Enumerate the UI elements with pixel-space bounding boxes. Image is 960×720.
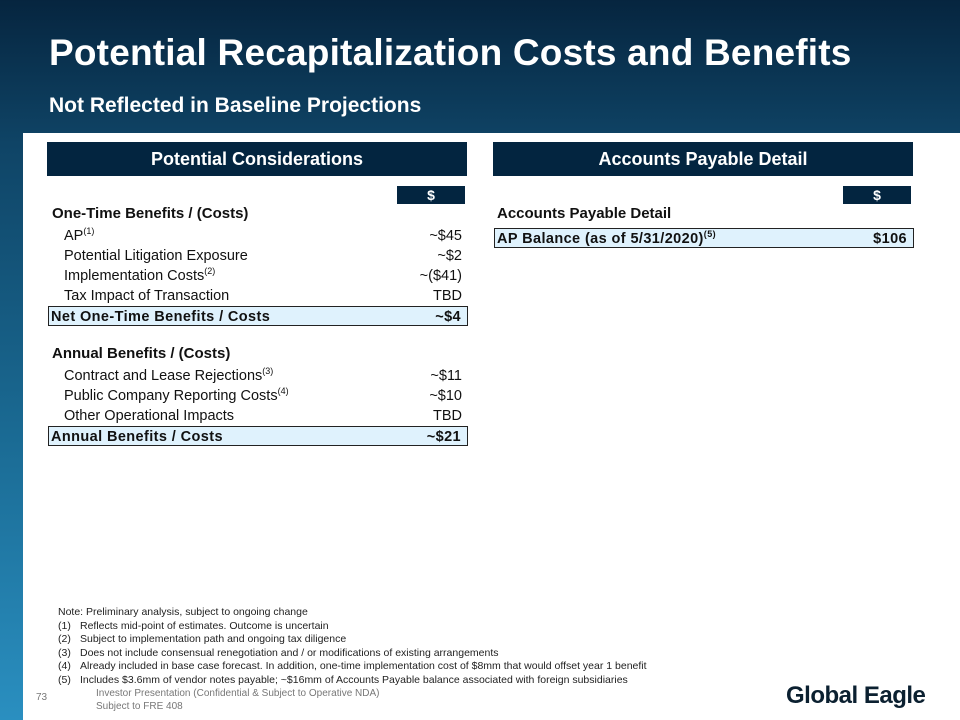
- row-label: Contract and Lease Rejections: [64, 368, 263, 384]
- page-number: 73: [36, 692, 48, 703]
- footnote: (2) Subject to implementation path and on…: [58, 633, 647, 647]
- total-row-one-time: Net One-Time Benefits / Costs ~$4: [48, 306, 468, 326]
- row-value: TBD: [433, 408, 462, 424]
- table-row: Tax Impact of Transaction TBD: [64, 286, 468, 306]
- row-value: ~$45: [429, 228, 462, 244]
- row-value: ~$10: [429, 388, 462, 404]
- row-label: Implementation Costs: [64, 268, 205, 284]
- ap-detail-header: Accounts Payable Detail: [493, 142, 913, 176]
- footnote-number: (1): [58, 619, 71, 632]
- row-label: AP: [64, 228, 84, 244]
- ap-balance-label: AP Balance (as of 5/31/2020): [497, 231, 704, 247]
- section-annual: Annual Benefits / (Costs): [52, 345, 231, 362]
- page-title: Potential Recapitalization Costs and Ben…: [49, 32, 852, 73]
- table-row: Potential Litigation Exposure ~$2: [64, 246, 468, 266]
- global-eagle-logo: Global Eagle: [786, 682, 926, 709]
- total-value: ~$4: [435, 309, 461, 325]
- total-value: ~$21: [426, 429, 461, 445]
- row-value: TBD: [433, 288, 462, 304]
- total-label: Net One-Time Benefits / Costs: [51, 309, 271, 325]
- table-row: Other Operational Impacts TBD: [64, 406, 468, 426]
- table-row: AP(1) ~$45: [64, 226, 468, 246]
- footnote-number: (4): [58, 660, 71, 673]
- table-row: Public Company Reporting Costs(4) ~$10: [64, 386, 468, 406]
- footer-fre: Subject to FRE 408: [96, 701, 183, 712]
- footnote: (4) Already included in base case forecas…: [58, 660, 647, 674]
- row-value: ~$2: [437, 248, 462, 264]
- section-one-time: One-Time Benefits / (Costs): [52, 205, 249, 222]
- row-value: ~($41): [419, 268, 462, 284]
- total-label: Annual Benefits / Costs: [51, 429, 223, 445]
- footnote-text: Subject to implementation path and ongoi…: [80, 633, 347, 646]
- footnote-ref: (5): [703, 229, 716, 239]
- notes-intro: Note: Preliminary analysis, subject to o…: [58, 606, 308, 618]
- table-row: Implementation Costs(2) ~($41): [64, 266, 468, 286]
- footnote: (5) Includes $3.6mm of vendor notes payab…: [58, 674, 647, 688]
- footnote-ref: (4): [277, 386, 289, 396]
- ap-balance-value: $106: [873, 231, 907, 247]
- footnote-number: (3): [58, 646, 71, 659]
- row-value: ~$11: [430, 368, 462, 384]
- currency-header-left: $: [397, 186, 465, 204]
- footnote-text: Already included in base case forecast. …: [80, 660, 647, 673]
- footnote-text: Includes $3.6mm of vendor notes payable;…: [80, 673, 628, 686]
- currency-header-right: $: [843, 186, 911, 204]
- footnote-ref: (2): [204, 266, 216, 276]
- row-label: Public Company Reporting Costs: [64, 388, 278, 404]
- table-row: Contract and Lease Rejections(3) ~$11: [64, 366, 468, 386]
- section-ap-detail: Accounts Payable Detail: [497, 205, 672, 222]
- footnote-ref: (1): [83, 226, 95, 236]
- footer-confidential: Investor Presentation (Confidential & Su…: [96, 688, 380, 699]
- page-subtitle: Not Reflected in Baseline Projections: [49, 94, 422, 117]
- footnote: (3) Does not include consensual renegotia…: [58, 647, 647, 661]
- potential-considerations-header: Potential Considerations: [47, 142, 467, 176]
- total-row-annual: Annual Benefits / Costs ~$21: [48, 426, 468, 446]
- footnote: (1) Reflects mid-point of estimates. Outc…: [58, 620, 647, 634]
- row-label: Tax Impact of Transaction: [64, 288, 230, 304]
- footnotes: Note: Preliminary analysis, subject to o…: [58, 606, 647, 688]
- footnote-number: (2): [58, 633, 71, 646]
- footnote-text: Reflects mid-point of estimates. Outcome…: [80, 619, 329, 632]
- row-label: Other Operational Impacts: [64, 408, 235, 424]
- footnote-number: (5): [58, 673, 71, 686]
- row-label: Potential Litigation Exposure: [64, 248, 248, 264]
- footnote-ref: (3): [262, 366, 274, 376]
- ap-balance-row: AP Balance (as of 5/31/2020)(5) $106: [494, 228, 914, 248]
- footnote-text: Does not include consensual renegotiatio…: [80, 646, 499, 659]
